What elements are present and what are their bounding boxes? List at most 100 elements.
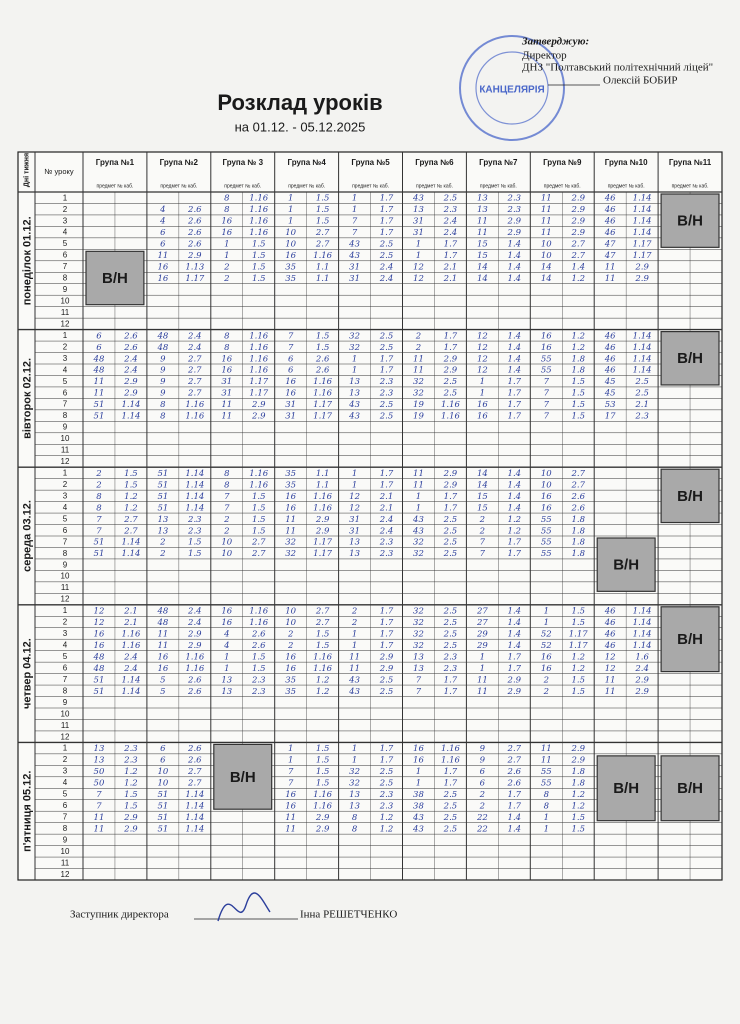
subject-number: 52 [541, 641, 552, 651]
subject-number: 7 [224, 503, 230, 513]
subject-number: 32 [413, 629, 424, 639]
subject-number: 55 [541, 779, 552, 789]
subject-number: 45 [604, 389, 616, 399]
cabinet-number: 1.16 [441, 744, 461, 754]
footer-name: Інна РЕШЕТЧЕНКО [300, 909, 397, 921]
cabinet-number: 1.16 [185, 400, 205, 410]
subject-number: 11 [413, 354, 424, 364]
subject-number: 51 [157, 824, 168, 834]
subject-number: 13 [477, 205, 488, 215]
subject-number: 14 [477, 480, 488, 490]
group-header: Група №6 [415, 158, 454, 167]
subject-number: 7 [480, 549, 486, 559]
lesson-number: 10 [61, 572, 70, 581]
subject-number: 1 [352, 366, 357, 376]
cabinet-number: 2.5 [379, 687, 394, 697]
cabinet-number: 2.9 [507, 217, 522, 227]
subject-number: 7 [544, 412, 550, 422]
cabinet-number: 1.16 [121, 629, 141, 639]
cabinet-number: 1.7 [380, 194, 394, 204]
lesson-number: 5 [63, 514, 68, 523]
cabinet-number: 2.7 [123, 526, 138, 536]
subject-number: 31 [349, 526, 360, 536]
cabinet-number: 1.16 [441, 756, 461, 766]
cabinet-number: 1.16 [185, 412, 205, 422]
cabinet-number: 1.16 [185, 652, 205, 662]
subject-number: 10 [541, 480, 552, 490]
subject-number: 7 [96, 801, 102, 811]
subject-number: 10 [541, 240, 552, 250]
cabinet-number: 1.8 [571, 354, 585, 364]
subject-number: 43 [348, 400, 360, 410]
group-subheader: предмет № каб. [608, 183, 645, 189]
cabinet-number: 2.5 [634, 377, 649, 387]
day-label: понеділок 01.12. [21, 216, 33, 305]
cabinet-number: 2.9 [570, 205, 585, 215]
cabinet-number: 1.16 [249, 331, 269, 341]
subject-number: 1 [480, 389, 485, 399]
cabinet-number: 1.5 [252, 251, 266, 261]
cabinet-number: 1.14 [633, 343, 652, 353]
cabinet-number: 2.7 [187, 354, 202, 364]
cabinet-number: 2.3 [187, 526, 202, 536]
subject-number: 10 [285, 607, 296, 617]
subject-number: 1 [352, 194, 357, 204]
subject-number: 16 [285, 664, 296, 674]
cabinet-number: 1.5 [124, 469, 138, 479]
subject-number: 11 [94, 824, 105, 834]
cabinet-number: 1.16 [313, 790, 333, 800]
cabinet-number: 1.16 [313, 801, 333, 811]
cabinet-number: 1.17 [313, 412, 333, 422]
subject-number: 35 [285, 469, 296, 479]
cabinet-number: 1.5 [571, 607, 585, 617]
cabinet-number: 1.5 [252, 664, 266, 674]
lesson-number: 7 [63, 537, 68, 546]
lesson-number: 7 [63, 813, 68, 822]
subject-number: 11 [541, 228, 552, 238]
vn-label: В/Н [677, 631, 703, 648]
cabinet-number: 2.5 [634, 389, 649, 399]
lesson-number: 5 [63, 239, 68, 248]
lesson-number: 8 [63, 549, 68, 558]
subject-number: 16 [157, 274, 168, 284]
cabinet-number: 2.4 [379, 515, 394, 525]
subject-number: 11 [349, 664, 360, 674]
lesson-number: 4 [63, 365, 68, 374]
cabinet-number: 2.3 [379, 790, 394, 800]
cabinet-number: 1.7 [444, 779, 458, 789]
cabinet-number: 1.16 [249, 354, 269, 364]
cabinet-number: 1.7 [380, 618, 394, 628]
cabinet-number: 2.7 [570, 480, 585, 490]
subject-number: 31 [413, 217, 424, 227]
cabinet-number: 1.7 [380, 480, 394, 490]
subject-number: 6 [160, 744, 166, 754]
subject-number: 43 [348, 251, 360, 261]
subject-number: 12 [349, 492, 360, 502]
cabinet-number: 2.5 [443, 377, 458, 387]
subject-number: 55 [541, 767, 552, 777]
subject-number: 1 [352, 480, 357, 490]
subject-number: 11 [285, 824, 296, 834]
vn-block [85, 250, 145, 306]
subject-number: 29 [476, 629, 488, 639]
subject-number: 51 [94, 675, 105, 685]
lesson-number: 6 [63, 251, 68, 260]
subject-number: 2 [95, 469, 101, 479]
subject-number: 16 [221, 217, 232, 227]
subject-number: 35 [285, 480, 296, 490]
cabinet-number: 2.6 [315, 366, 330, 376]
subject-number: 46 [604, 354, 616, 364]
cabinet-number: 2.3 [379, 538, 394, 548]
subject-number: 46 [604, 331, 616, 341]
subject-number: 4 [223, 629, 229, 639]
cabinet-number: 2.6 [123, 331, 138, 341]
cabinet-number: 1.5 [252, 515, 266, 525]
cabinet-number: 2.6 [315, 354, 330, 364]
subject-number: 5 [160, 675, 165, 685]
subject-number: 13 [349, 549, 360, 559]
subject-number: 13 [413, 652, 424, 662]
cabinet-number: 2.9 [570, 744, 585, 754]
cabinet-number: 2.5 [443, 801, 458, 811]
cabinet-number: 2.4 [123, 664, 138, 674]
subject-number: 6 [288, 354, 294, 364]
